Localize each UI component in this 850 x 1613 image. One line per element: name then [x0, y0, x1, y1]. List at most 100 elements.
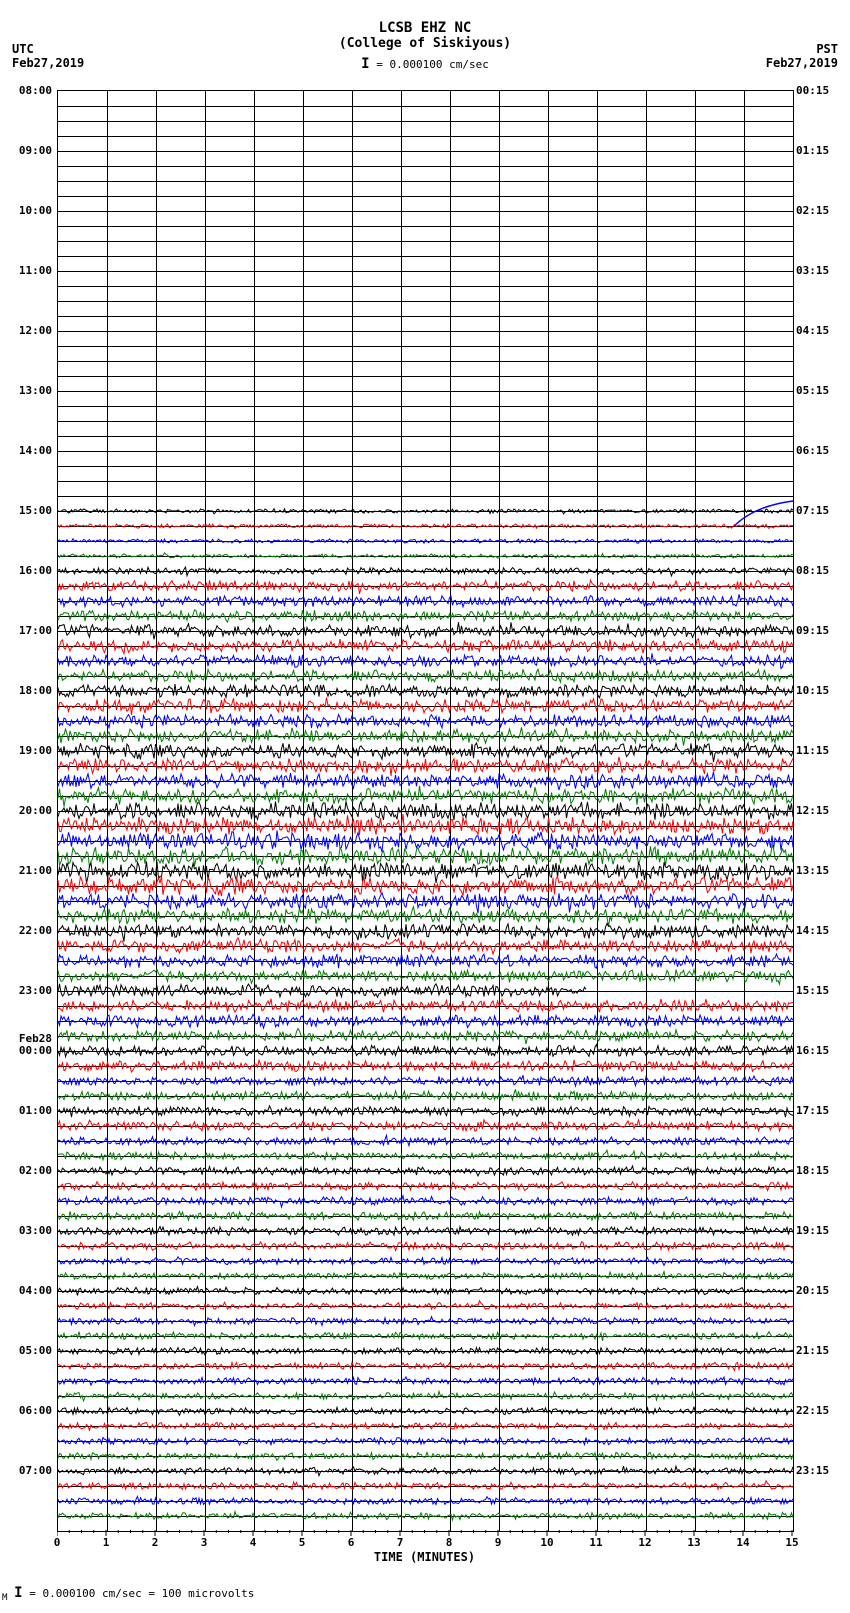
station-title: LCSB EHZ NC [0, 0, 850, 36]
right-time-label: 00:15 [796, 84, 846, 97]
right-time-label: 19:15 [796, 1224, 846, 1237]
left-timezone: UTC [12, 42, 34, 56]
left-time-label: 01:00 [2, 1104, 52, 1117]
left-time-label: 19:00 [2, 744, 52, 757]
grid-horizontal [58, 856, 793, 857]
grid-horizontal [58, 541, 793, 542]
grid-horizontal [58, 271, 793, 272]
left-time-label: 23:00 [2, 984, 52, 997]
grid-horizontal [58, 556, 793, 557]
right-time-label: 10:15 [796, 684, 846, 697]
grid-horizontal [58, 256, 793, 257]
grid-horizontal [58, 481, 793, 482]
grid-horizontal [58, 1366, 793, 1367]
grid-horizontal [58, 976, 793, 977]
station-subtitle: (College of Siskiyous) [0, 36, 850, 51]
grid-horizontal [58, 391, 793, 392]
grid-horizontal [58, 1171, 793, 1172]
grid-horizontal [58, 1426, 793, 1427]
grid-horizontal [58, 301, 793, 302]
right-time-label: 04:15 [796, 324, 846, 337]
grid-horizontal [58, 211, 793, 212]
grid-horizontal [58, 496, 793, 497]
grid-horizontal [58, 436, 793, 437]
grid-horizontal [58, 691, 793, 692]
grid-horizontal [58, 1246, 793, 1247]
grid-horizontal [58, 1291, 793, 1292]
left-time-label: 11:00 [2, 264, 52, 277]
left-time-label: 06:00 [2, 1404, 52, 1417]
left-time-label: 12:00 [2, 324, 52, 337]
grid-horizontal [58, 1156, 793, 1157]
grid-horizontal [58, 1486, 793, 1487]
x-axis-title: TIME (MINUTES) [325, 1550, 525, 1564]
grid-horizontal [58, 466, 793, 467]
right-time-label: 18:15 [796, 1164, 846, 1177]
grid-horizontal [58, 901, 793, 902]
right-time-label: 23:15 [796, 1464, 846, 1477]
left-time-label: 10:00 [2, 204, 52, 217]
left-time-label: 07:00 [2, 1464, 52, 1477]
grid-horizontal [58, 286, 793, 287]
grid-horizontal [58, 1501, 793, 1502]
right-time-label: 01:15 [796, 144, 846, 157]
grid-horizontal [58, 916, 793, 917]
grid-horizontal [58, 1396, 793, 1397]
left-time-label: 03:00 [2, 1224, 52, 1237]
grid-horizontal [58, 661, 793, 662]
grid-horizontal [58, 1051, 793, 1052]
grid-horizontal [58, 346, 793, 347]
grid-horizontal [58, 931, 793, 932]
grid-horizontal [58, 181, 793, 182]
grid-horizontal [58, 676, 793, 677]
left-time-label: 08:00 [2, 84, 52, 97]
grid-horizontal [58, 946, 793, 947]
x-axis-ticks [57, 1530, 794, 1540]
right-time-label: 03:15 [796, 264, 846, 277]
grid-horizontal [58, 1306, 793, 1307]
helicorder-plot [57, 90, 794, 1532]
left-time-label: 15:00 [2, 504, 52, 517]
grid-horizontal [58, 1036, 793, 1037]
right-time-label: 16:15 [796, 1044, 846, 1057]
right-time-label: 15:15 [796, 984, 846, 997]
grid-horizontal [58, 796, 793, 797]
grid-horizontal [58, 1216, 793, 1217]
grid-horizontal [58, 1006, 793, 1007]
grid-horizontal [58, 226, 793, 227]
grid-horizontal [58, 646, 793, 647]
grid-horizontal [58, 991, 793, 992]
grid-horizontal [58, 241, 793, 242]
grid-horizontal [58, 331, 793, 332]
grid-horizontal [58, 166, 793, 167]
helicorder-container: LCSB EHZ NC (College of Siskiyous) I = 0… [0, 0, 850, 1613]
grid-horizontal [58, 586, 793, 587]
left-time-label: 14:00 [2, 444, 52, 457]
left-time-label: 18:00 [2, 684, 52, 697]
grid-horizontal [58, 886, 793, 887]
grid-horizontal [58, 511, 793, 512]
grid-horizontal [58, 571, 793, 572]
grid-horizontal [58, 1201, 793, 1202]
grid-horizontal [58, 361, 793, 362]
right-time-label: 06:15 [796, 444, 846, 457]
grid-horizontal [58, 451, 793, 452]
grid-horizontal [58, 1096, 793, 1097]
grid-horizontal [58, 781, 793, 782]
right-time-label: 11:15 [796, 744, 846, 757]
grid-horizontal [58, 871, 793, 872]
right-time-label: 17:15 [796, 1104, 846, 1117]
grid-horizontal [58, 1456, 793, 1457]
right-time-label: 21:15 [796, 1344, 846, 1357]
grid-horizontal [58, 1336, 793, 1337]
left-time-label: 09:00 [2, 144, 52, 157]
grid-horizontal [58, 136, 793, 137]
right-time-label: 08:15 [796, 564, 846, 577]
grid-horizontal [58, 1081, 793, 1082]
grid-horizontal [58, 841, 793, 842]
grid-horizontal [58, 106, 793, 107]
grid-horizontal [58, 1441, 793, 1442]
grid-horizontal [58, 1471, 793, 1472]
grid-horizontal [58, 1261, 793, 1262]
grid-horizontal [58, 1516, 793, 1517]
